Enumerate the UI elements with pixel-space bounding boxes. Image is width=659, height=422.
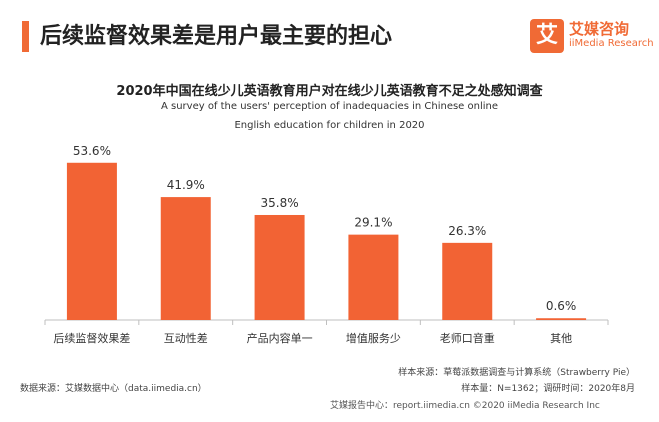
bar — [348, 234, 399, 320]
data-label: 26.3% — [448, 224, 486, 238]
sample-info-note: 样本量：N=1362；调研时间：2020年8月 — [461, 384, 635, 394]
x-tick-label: 后续监督效果差 — [53, 331, 130, 345]
data-label: 29.1% — [354, 216, 392, 230]
logo-english-name: iiMedia Research — [569, 38, 654, 49]
x-tick-label: 老师口音重 — [440, 331, 495, 345]
x-tick-label: 产品内容单一 — [247, 331, 313, 345]
chart-title: 2020年中国在线少儿英语教育用户对在线少儿英语教育不足之处感知调查 — [116, 84, 543, 99]
data-source-note: 数据来源：艾媒数据中心（data.iimedia.cn） — [20, 384, 207, 394]
bar — [254, 214, 305, 320]
data-label: 35.8% — [261, 196, 299, 210]
data-label: 53.6% — [73, 144, 111, 158]
title-accent-bar — [22, 21, 29, 52]
chart-subtitle-line-1: A survey of the users' perception of ina… — [160, 101, 499, 112]
x-tick-label: 互动性差 — [164, 331, 208, 345]
page-title: 后续监督效果差是用户最主要的担心 — [40, 24, 393, 49]
bar — [66, 162, 117, 320]
x-tick-label: 增值服务少 — [346, 331, 401, 345]
iimedia-logo: 艾 艾媒咨询 iiMedia Research — [530, 16, 654, 56]
x-tick-label: 其他 — [550, 332, 572, 345]
sample-source-note: 样本来源：草莓派数据调查与计算系统（Strawberry Pie） — [398, 368, 635, 378]
data-label: 0.6% — [546, 299, 577, 313]
bar — [160, 197, 211, 320]
bar — [442, 242, 493, 320]
bar — [536, 318, 587, 320]
logo-mark-icon: 艾 — [530, 19, 564, 53]
report-center-note: 艾媒报告中心：report.iimedia.cn ©2020 iiMedia R… — [330, 401, 600, 411]
chart-subtitle-line-2: English education for children in 2020 — [234, 120, 425, 131]
data-label: 41.9% — [167, 178, 205, 192]
logo-chinese-name: 艾媒咨询 — [569, 20, 630, 38]
